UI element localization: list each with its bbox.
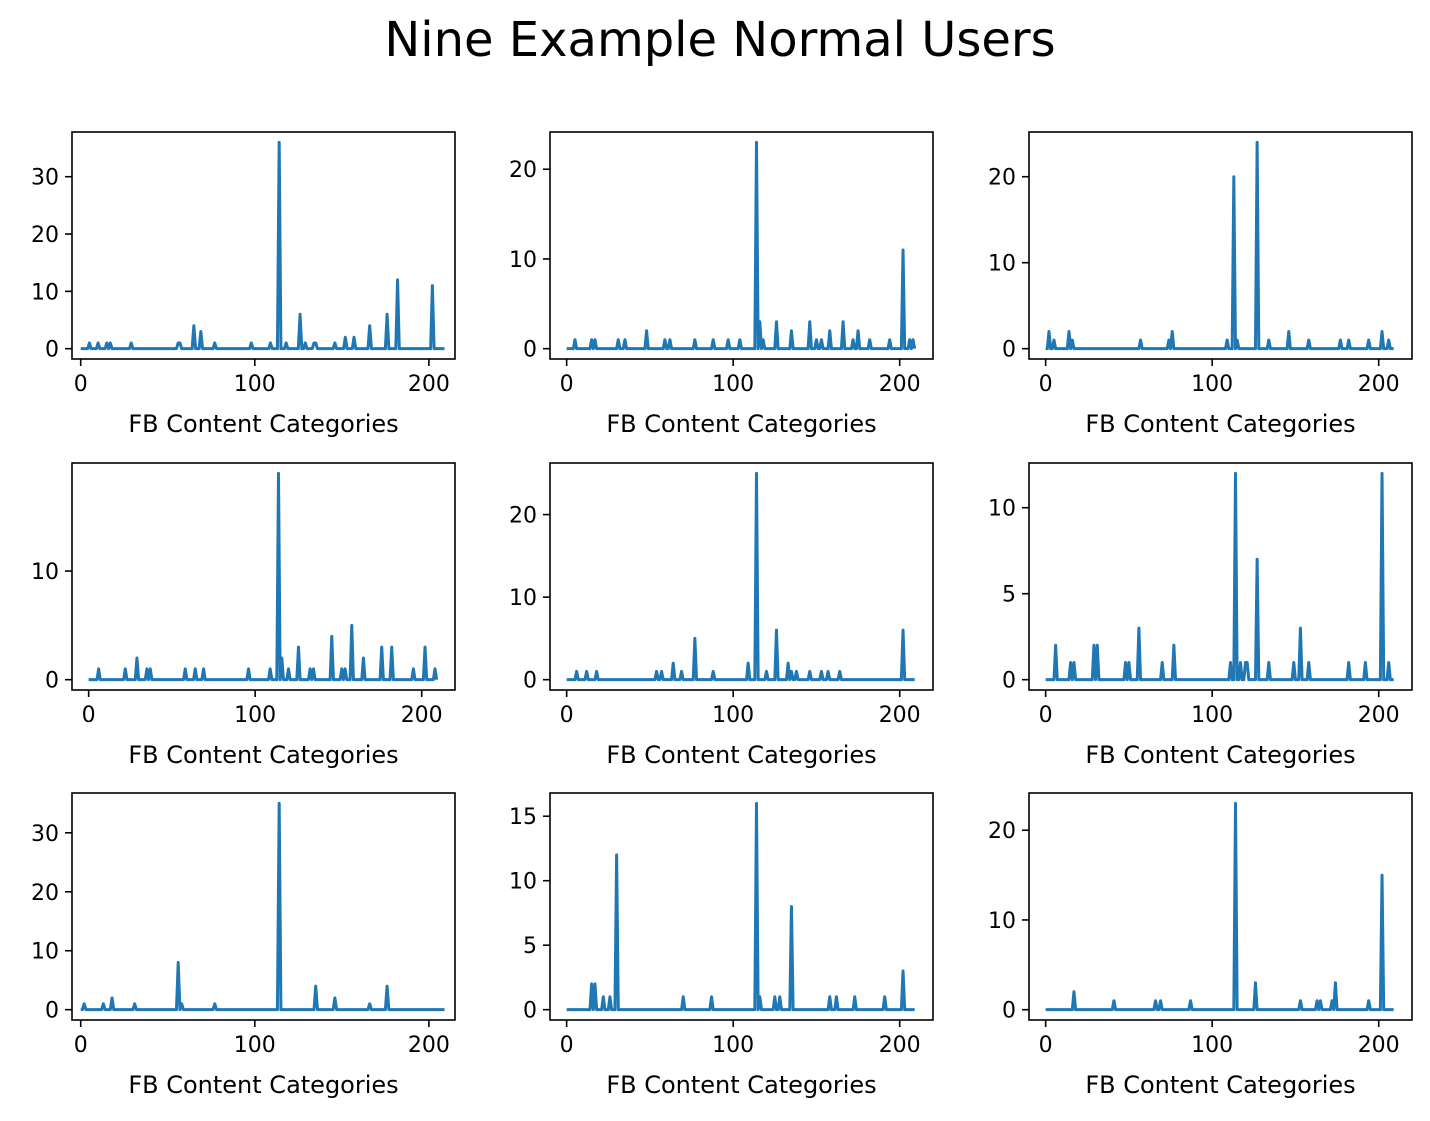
x-tick-label: 200 — [879, 703, 921, 728]
y-tick-label: 10 — [509, 586, 537, 611]
x-axis-label: FB Content Categories — [606, 741, 876, 769]
subplot-6: 0 100 200 0 5 10 FB Content Categories — [988, 462, 1413, 769]
x-tick-label: 0 — [82, 703, 96, 728]
x-tick-label: 200 — [408, 1033, 450, 1058]
y-tick-label: 20 — [509, 504, 537, 529]
x-tick-label: 100 — [712, 703, 754, 728]
x-tick-label: 200 — [408, 372, 450, 397]
x-axis-label: FB Content Categories — [606, 410, 876, 438]
y-tick-label: 5 — [523, 934, 537, 959]
y-tick-label: 20 — [988, 166, 1016, 191]
series-line-1 — [80, 801, 445, 1012]
x-axis-label: FB Content Categories — [128, 741, 398, 769]
y-tick-label: 15 — [509, 805, 537, 830]
x-axis-label: FB Content Categories — [606, 1071, 876, 1099]
y-tick-label: 20 — [509, 158, 537, 183]
y-tick-label: 10 — [31, 940, 59, 965]
x-tick-label: 0 — [560, 372, 574, 397]
x-tick-label: 100 — [234, 372, 276, 397]
x-tick-label: 0 — [1039, 1033, 1053, 1058]
axes-frame — [549, 462, 934, 691]
x-tick-label: 0 — [74, 372, 88, 397]
subplot-5: 0 100 200 0 10 20 FB Content Categories — [509, 462, 934, 769]
x-tick-label: 200 — [879, 1033, 921, 1058]
x-tick-label: 200 — [879, 372, 921, 397]
x-tick-label: 100 — [1191, 1033, 1233, 1058]
subplot-4: 0 100 200 0 10 FB Content Categories — [31, 462, 456, 769]
y-tick-label: 10 — [509, 870, 537, 895]
x-tick-label: 200 — [1358, 1033, 1400, 1058]
series-line-1 — [566, 471, 915, 682]
x-tick-label: 100 — [712, 372, 754, 397]
y-tick-label: 10 — [31, 280, 59, 305]
series-line-1 — [566, 140, 917, 351]
y-tick-label: 30 — [31, 822, 59, 847]
x-axis-label: FB Content Categories — [1085, 410, 1355, 438]
axes-frame — [1028, 462, 1413, 691]
subplot-3: 0 100 200 0 10 20 FB Content Categories — [988, 131, 1413, 438]
x-tick-label: 0 — [1039, 372, 1053, 397]
x-tick-label: 200 — [1358, 703, 1400, 728]
x-tick-label: 100 — [1191, 372, 1233, 397]
x-tick-label: 0 — [560, 1033, 574, 1058]
x-tick-label: 200 — [401, 703, 443, 728]
x-tick-label: 0 — [1039, 703, 1053, 728]
x-axis-label: FB Content Categories — [128, 410, 398, 438]
subplot-1: 0 100 200 0 10 20 30 FB Content Categories — [31, 131, 456, 438]
subplot-8: 0 100 200 0 5 10 15 FB Content Categories — [509, 792, 934, 1099]
axes-frame — [549, 792, 934, 1021]
x-axis-label: FB Content Categories — [128, 1071, 398, 1099]
subplot-7: 0 100 200 0 10 20 30 FB Content Categories — [31, 792, 456, 1099]
y-tick-label: 5 — [1002, 583, 1016, 608]
y-tick-label: 0 — [45, 669, 59, 694]
x-tick-label: 100 — [1191, 703, 1233, 728]
axes-frame — [71, 792, 456, 1021]
series-line-1 — [1045, 140, 1394, 351]
series-line-1 — [1045, 471, 1394, 682]
y-tick-label: 10 — [988, 497, 1016, 522]
axes-frame — [71, 462, 456, 691]
series-line-1 — [88, 471, 439, 682]
y-tick-label: 0 — [45, 338, 59, 363]
subplot-9: 0 100 200 0 10 20 FB Content Categories — [988, 792, 1413, 1099]
y-tick-label: 20 — [988, 819, 1016, 844]
x-tick-label: 0 — [560, 703, 574, 728]
figure-title: Nine Example Normal Users — [384, 12, 1056, 68]
y-tick-label: 0 — [1002, 338, 1016, 363]
series-line-1 — [80, 140, 445, 351]
y-tick-label: 0 — [1002, 669, 1016, 694]
y-tick-label: 10 — [988, 909, 1016, 934]
y-tick-label: 20 — [31, 223, 59, 248]
subplot-2: 0 100 200 0 10 20 FB Content Categories — [509, 131, 934, 438]
y-tick-label: 0 — [1002, 999, 1016, 1024]
y-tick-label: 0 — [45, 999, 59, 1024]
y-tick-label: 30 — [31, 166, 59, 191]
x-tick-label: 100 — [712, 1033, 754, 1058]
axes-frame — [1028, 792, 1413, 1021]
y-tick-label: 0 — [523, 999, 537, 1024]
y-tick-label: 10 — [509, 248, 537, 273]
x-tick-label: 0 — [74, 1033, 88, 1058]
axes-frame — [549, 131, 934, 360]
series-line-1 — [1045, 801, 1394, 1012]
y-tick-label: 10 — [988, 252, 1016, 277]
y-tick-label: 0 — [523, 338, 537, 363]
x-tick-label: 100 — [234, 1033, 276, 1058]
x-tick-label: 100 — [234, 703, 276, 728]
x-tick-label: 200 — [1358, 372, 1400, 397]
axes-frame — [1028, 131, 1413, 360]
x-axis-label: FB Content Categories — [1085, 1071, 1355, 1099]
y-tick-label: 20 — [31, 881, 59, 906]
series-line-1 — [566, 801, 915, 1012]
x-axis-label: FB Content Categories — [1085, 741, 1355, 769]
y-tick-label: 10 — [31, 560, 59, 585]
y-tick-label: 0 — [523, 669, 537, 694]
axes-frame — [71, 131, 456, 360]
